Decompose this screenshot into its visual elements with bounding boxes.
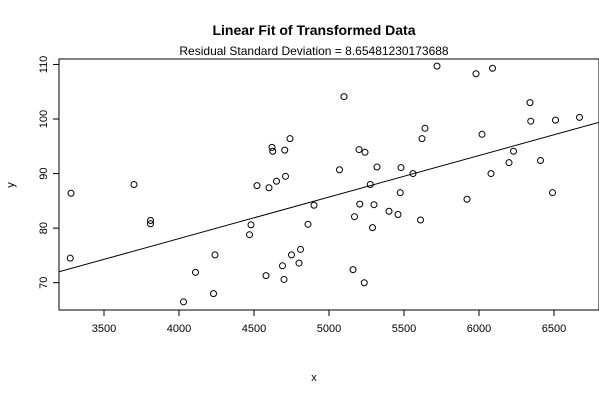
data-point (433, 62, 441, 70)
data-point (304, 220, 312, 228)
data-point (253, 182, 261, 190)
data-point (505, 159, 513, 167)
data-point (340, 93, 348, 101)
data-point (280, 275, 288, 283)
fit-line (59, 121, 599, 273)
data-point (297, 245, 304, 253)
x-axis-label: x (311, 372, 317, 384)
data-point (147, 220, 154, 228)
plot-frame (58, 58, 599, 311)
data-point (373, 163, 381, 171)
data-point (355, 146, 363, 154)
data-point (463, 195, 471, 203)
data-point (281, 146, 289, 154)
data-point (360, 279, 368, 287)
x-tick-label: 4500 (242, 323, 266, 335)
x-tick-label: 6000 (467, 323, 491, 335)
data-point (265, 184, 273, 192)
data-point (246, 231, 253, 239)
x-tick-label: 5500 (392, 323, 416, 335)
y-tick-label: 110 (38, 56, 50, 74)
data-point (247, 221, 255, 229)
data-point (489, 64, 496, 72)
x-axis: 3500 4000 4500 5000 5500 6000 6500 (92, 310, 566, 335)
data-point (418, 135, 426, 143)
data-point (526, 99, 534, 107)
data-point (537, 156, 544, 164)
data-point (552, 116, 559, 124)
data-point (66, 254, 74, 262)
data-point (180, 298, 187, 306)
y-axis-label: y (5, 182, 17, 188)
data-point (417, 216, 424, 224)
data-point (288, 251, 295, 259)
data-point (369, 224, 376, 232)
data-point (268, 143, 276, 151)
data-point (211, 251, 219, 259)
data-point (527, 117, 535, 125)
data-point (269, 147, 277, 155)
data-point (67, 189, 75, 197)
plot-area (59, 62, 599, 306)
data-point (336, 166, 343, 174)
chart-subtitle: Residual Standard Deviation = 8.65481230… (179, 44, 449, 58)
data-point (549, 189, 556, 197)
data-point (487, 170, 495, 178)
data-point (192, 268, 199, 276)
data-point (385, 207, 393, 215)
y-axis: 70 80 90 100 110 (38, 56, 59, 289)
data-point (394, 211, 402, 219)
x-tick-label: 4000 (167, 323, 191, 335)
data-point (210, 290, 217, 298)
data-point (351, 213, 358, 221)
y-tick-label: 70 (38, 277, 50, 289)
data-point (349, 266, 357, 274)
data-point (356, 200, 364, 208)
data-point (279, 262, 286, 270)
data-point (421, 124, 429, 132)
data-point (472, 70, 480, 78)
data-point (510, 147, 517, 155)
data-point (130, 181, 138, 188)
y-tick-label: 90 (38, 167, 50, 179)
data-point (262, 272, 270, 280)
x-tick-label: 3500 (92, 323, 116, 335)
data-point (576, 113, 583, 121)
x-tick-label: 5000 (317, 323, 341, 335)
data-point (478, 130, 486, 138)
data-point (366, 181, 374, 188)
data-point (147, 217, 154, 225)
data-point (370, 201, 378, 209)
data-point (295, 259, 303, 267)
data-point (310, 201, 318, 209)
data-point (397, 164, 405, 172)
data-point (409, 170, 417, 178)
x-tick-label: 6500 (542, 323, 566, 335)
data-point (286, 135, 294, 143)
data-point (273, 177, 280, 185)
data-point (361, 148, 369, 156)
chart-title: Linear Fit of Transformed Data (212, 22, 415, 38)
data-point (282, 172, 289, 180)
y-tick-label: 100 (38, 110, 50, 128)
data-point (396, 189, 404, 197)
y-tick-label: 80 (38, 222, 50, 234)
